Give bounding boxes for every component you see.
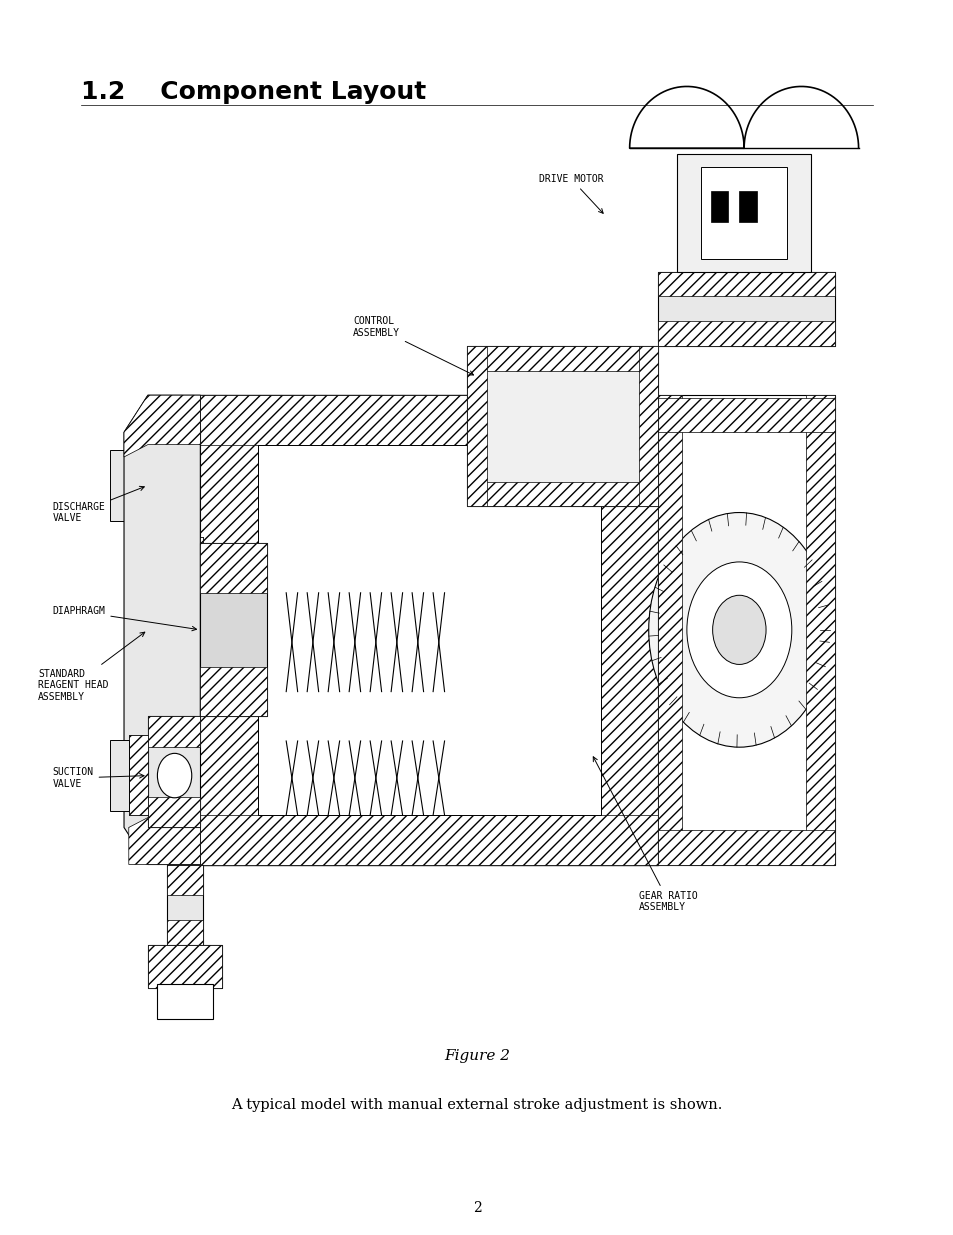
Bar — [200, 395, 257, 864]
Bar — [110, 450, 129, 521]
Bar — [110, 740, 129, 811]
Bar — [200, 667, 267, 716]
Bar — [167, 864, 203, 951]
Bar — [129, 445, 148, 525]
Circle shape — [157, 753, 192, 798]
Text: Figure 2: Figure 2 — [443, 1049, 510, 1063]
Bar — [658, 395, 681, 864]
Bar — [200, 543, 267, 716]
Bar — [167, 580, 203, 599]
Bar — [148, 716, 200, 827]
Bar — [129, 735, 148, 815]
Bar — [200, 543, 267, 593]
Text: DISCHARGE
VALVE: DISCHARGE VALVE — [52, 487, 144, 524]
Bar — [148, 426, 200, 537]
Polygon shape — [129, 815, 200, 864]
Bar — [157, 984, 213, 1019]
Text: A typical model with manual external stroke adjustment is shown.: A typical model with manual external str… — [231, 1098, 722, 1113]
Bar — [710, 191, 727, 222]
Bar — [129, 445, 148, 525]
Text: 2: 2 — [472, 1200, 481, 1215]
Circle shape — [712, 595, 765, 664]
Bar — [677, 154, 810, 272]
Bar — [658, 395, 834, 864]
Text: DIAPHRAGM: DIAPHRAGM — [52, 606, 196, 631]
Bar — [600, 395, 658, 864]
Polygon shape — [124, 395, 200, 457]
Text: STANDARD
REAGENT HEAD
ASSEMBLY: STANDARD REAGENT HEAD ASSEMBLY — [38, 632, 145, 701]
Bar — [167, 537, 203, 556]
Polygon shape — [124, 395, 200, 864]
Bar — [658, 398, 834, 432]
Bar — [658, 272, 834, 346]
Bar — [167, 537, 203, 599]
Bar — [467, 346, 658, 506]
Bar — [200, 395, 658, 445]
Text: 1.2    Component Layout: 1.2 Component Layout — [81, 80, 426, 104]
Bar — [639, 346, 658, 506]
Circle shape — [686, 562, 791, 698]
Text: SUCTION
VALVE: SUCTION VALVE — [52, 767, 144, 789]
Bar — [148, 716, 200, 747]
Bar — [200, 815, 658, 864]
Bar — [805, 395, 834, 864]
Bar — [467, 346, 658, 370]
Bar — [658, 321, 834, 346]
Bar — [658, 272, 834, 296]
Bar — [200, 395, 658, 864]
Bar — [129, 735, 148, 815]
Bar — [148, 797, 200, 827]
Bar — [148, 506, 200, 537]
Bar — [167, 864, 203, 895]
Text: CONTROL
ASSEMBLY: CONTROL ASSEMBLY — [353, 316, 473, 375]
Circle shape — [648, 513, 829, 747]
Bar — [467, 482, 658, 506]
Bar — [700, 167, 786, 259]
Bar — [257, 445, 600, 815]
Bar — [167, 920, 203, 951]
Bar — [148, 426, 200, 457]
Bar — [148, 945, 222, 988]
Bar — [467, 346, 486, 506]
Bar — [148, 945, 222, 988]
Text: DRIVE MOTOR: DRIVE MOTOR — [538, 174, 603, 214]
Text: GEAR RATIO
ASSEMBLY: GEAR RATIO ASSEMBLY — [593, 757, 698, 913]
Bar — [739, 191, 756, 222]
Bar — [658, 830, 834, 864]
Circle shape — [157, 463, 192, 508]
